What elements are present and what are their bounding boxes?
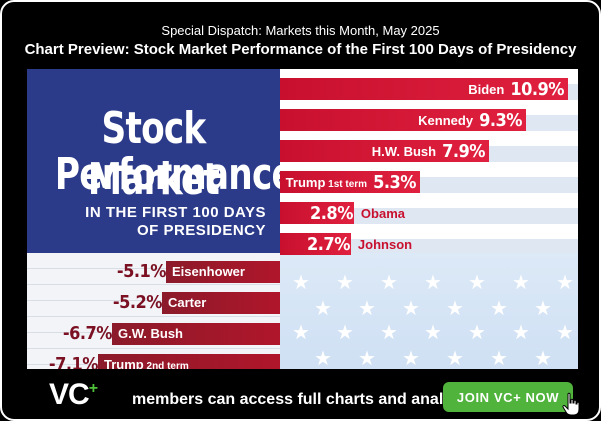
star-icon: ★ [534,298,552,320]
hand-cursor-icon [562,392,580,416]
star-icon: ★ [490,298,508,320]
star-icon: ★ [446,348,464,369]
chart-bar-fill [162,292,280,314]
star-icon: ★ [534,348,552,369]
bar-name-label: Johnson [357,236,413,252]
star-icon: ★ [358,348,376,369]
chart-title-line1: Stock Market [87,103,220,205]
chart-bar: Trump 1st term 5.3% [280,171,420,193]
bar-name-suffix: 1st term [325,178,368,190]
chart-bar: -5.2% Carter [104,292,280,314]
bar-name-label: Trump 1st term [285,174,368,190]
chart-bar: H.W. Bush 7.9% [280,140,489,162]
star-icon: ★ [512,272,530,294]
chart-bar: -5.1% Eisenhower [108,261,280,283]
chart-bar: 2.7% Johnson [280,233,540,255]
star-icon: ★ [402,348,420,369]
star-icon: ★ [490,348,508,369]
bar-name-suffix: 2nd term [143,361,189,369]
members-cta-text: members can access full charts and analy… [132,391,475,408]
star-icon: ★ [424,272,442,294]
bar-name-label: Obama [360,205,405,221]
bar-name-label: G.W. Bush [118,326,183,341]
chart-bar: Biden 10.9% [280,78,568,100]
star-icon: ★ [380,272,398,294]
bar-value-label: 2.7% [307,233,350,255]
star-icon: ★ [556,272,574,294]
title-panel: Stock Market Performance IN THE FIRST 10… [27,69,295,253]
chart-bar: -7.1% Trump 2nd term [40,354,280,369]
bar-name-label: Trump 2nd term [104,354,189,369]
star-icon: ★ [314,348,332,369]
star-icon: ★ [424,322,442,344]
chart-bar: -6.7% G.W. Bush [54,323,280,345]
chart-bar: Kennedy 9.3% [280,109,526,131]
star-icon: ★ [336,322,354,344]
bar-value-label: -5.1% [116,261,167,282]
star-icon: ★ [512,322,530,344]
chart-bar-fill [280,233,351,255]
star-icon: ★ [468,272,486,294]
bar-value-label: -7.1% [48,354,99,369]
chart-title-line2: Performance [54,149,295,200]
star-icon: ★ [402,298,420,320]
chart-bar: 2.8% Obama [280,202,540,224]
star-icon: ★ [556,322,574,344]
bar-value-label: 5.3% [373,171,416,193]
bar-name-label: Biden [468,81,505,97]
stars-background [280,253,578,369]
chart-preview-title: Chart Preview: Stock Market Performance … [24,41,577,58]
star-icon: ★ [314,298,332,320]
star-icon: ★ [468,322,486,344]
star-icon: ★ [358,298,376,320]
chart-bar-fill [280,202,354,224]
chart-image: Stock Market Performance IN THE FIRST 10… [27,69,578,369]
join-vc-plus-button[interactable]: JOIN VC+ NOW [443,382,573,412]
star-icon: ★ [336,272,354,294]
chart-subtitle-line2: OF PRESIDENCY [136,222,266,239]
chart-subtitle-line1: IN THE FIRST 100 DAYS [85,204,266,221]
star-icon: ★ [380,322,398,344]
chart-bar-fill [98,354,280,369]
vc-plus-logo: VC+ [49,378,98,411]
bar-name-label: Carter [168,295,207,310]
footer-banner: VC+ members can access full charts and a… [2,374,599,419]
star-icon: ★ [446,298,464,320]
bar-value-label: 9.3% [479,109,522,131]
bar-value-label: -6.7% [62,323,113,344]
chart-bar-fill [166,261,280,283]
dispatch-heading: Special Dispatch: Markets this Month, Ma… [161,23,440,38]
bar-name-label: Eisenhower [172,264,245,279]
bar-value-label: 7.9% [442,140,485,162]
chart-bar-fill [112,323,280,345]
bar-value-label: 2.8% [310,202,353,224]
star-icon: ★ [292,322,310,344]
bar-value-label: 10.9% [510,78,564,100]
bar-name-label: Kennedy [418,112,474,128]
bar-value-label: -5.2% [112,292,163,313]
star-icon: ★ [292,272,310,294]
bar-name-label: H.W. Bush [371,143,437,159]
